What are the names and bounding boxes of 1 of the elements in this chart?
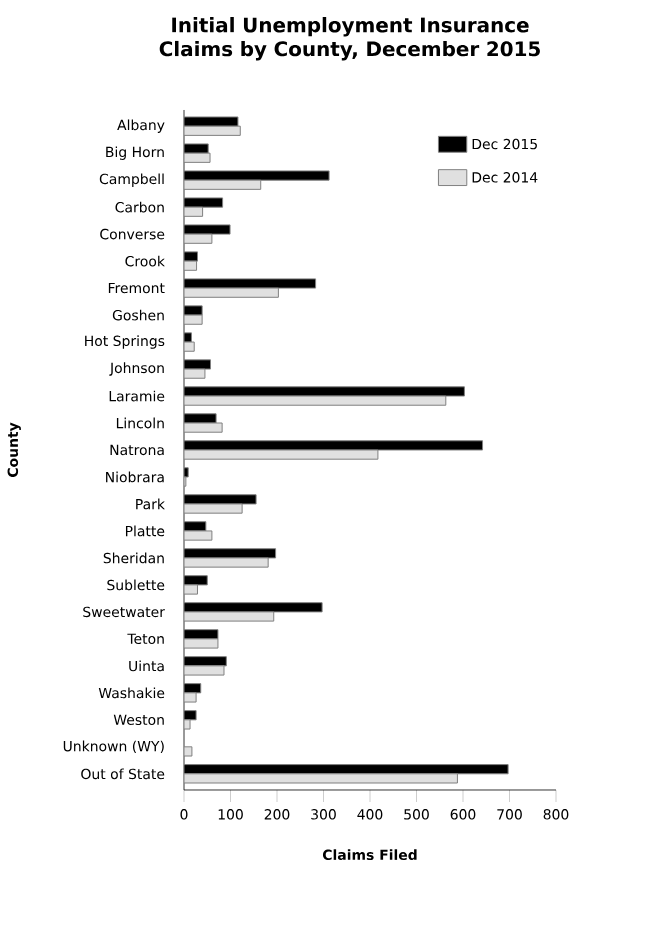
chart-title: Initial Unemployment Insurance Claims by County, December 2015 <box>159 17 540 61</box>
